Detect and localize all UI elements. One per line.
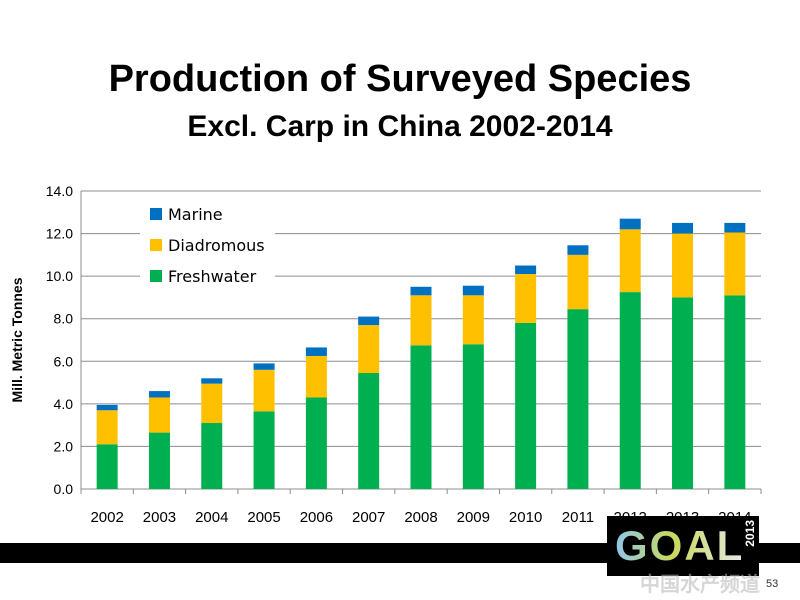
y-tick-label: 0.0 (54, 481, 74, 497)
bar-diadromous-2011 (567, 254, 589, 310)
bar-freshwater-2003 (148, 432, 170, 489)
bar-diadromous-2005 (253, 369, 275, 412)
bar-freshwater-2010 (515, 322, 537, 489)
bar-marine-2011 (567, 245, 589, 255)
bar-diadromous-2014 (724, 232, 746, 296)
bar-marine-2004 (201, 378, 223, 384)
x-tick-label: 2011 (562, 509, 594, 526)
bar-marine-2002 (96, 404, 118, 411)
bar-freshwater-2008 (410, 345, 432, 489)
footer-bar (0, 543, 800, 563)
bar-marine-2012 (619, 218, 641, 230)
x-tick-label: 2006 (300, 509, 333, 526)
bar-freshwater-2005 (253, 411, 275, 489)
bar-diadromous-2004 (201, 383, 223, 424)
bar-diadromous-2009 (462, 295, 484, 345)
y-axis-label: Mill. Metric Tonnes (9, 277, 25, 402)
x-tick-label: 2009 (457, 509, 490, 526)
bar-freshwater-2009 (462, 344, 484, 489)
slide-title: Production of Surveyed Species (108, 58, 692, 100)
bar-marine-2013 (672, 222, 694, 234)
legend-swatch-diadromous (150, 239, 162, 251)
legend-background (140, 198, 275, 294)
slide-subtitle: Excl. Carp in China 2002-2014 (187, 110, 613, 143)
y-tick-label: 6.0 (54, 353, 74, 369)
bar-marine-2007 (358, 316, 380, 326)
bar-freshwater-2013 (672, 297, 694, 489)
bar-marine-2009 (462, 285, 484, 296)
y-tick-label: 14.0 (46, 183, 73, 199)
bar-marine-2003 (148, 391, 170, 398)
bar-diadromous-2006 (305, 355, 327, 398)
bar-marine-2008 (410, 286, 432, 296)
bar-diadromous-2013 (672, 233, 694, 298)
x-tick-label: 2007 (352, 509, 385, 526)
bar-freshwater-2011 (567, 309, 589, 489)
bar-marine-2014 (724, 222, 746, 233)
page-number: 53 (766, 578, 779, 590)
watermark: 中国水产频道 (640, 572, 760, 596)
goal-logo: GOAL 2013 (607, 516, 759, 576)
legend-label-marine: Marine (168, 205, 223, 224)
y-tick-label: 10.0 (46, 268, 73, 284)
bar-marine-2006 (305, 347, 327, 356)
bar-freshwater-2012 (619, 292, 641, 489)
legend-swatch-marine (150, 208, 162, 220)
bar-marine-2010 (515, 265, 537, 275)
x-tick-label: 2008 (404, 509, 437, 526)
bar-diadromous-2008 (410, 295, 432, 346)
y-tick-label: 8.0 (54, 311, 74, 327)
bar-freshwater-2004 (201, 423, 223, 489)
x-tick-label: 2002 (90, 509, 123, 526)
logo-text: GOAL (615, 522, 745, 569)
legend-label-diadromous: Diadromous (168, 236, 265, 255)
bar-freshwater-2006 (305, 397, 327, 489)
bar-freshwater-2002 (96, 444, 118, 489)
bar-diadromous-2012 (619, 229, 641, 293)
y-tick-label: 2.0 (54, 438, 74, 454)
bar-diadromous-2003 (148, 397, 170, 433)
x-tick-label: 2003 (143, 509, 176, 526)
bar-marine-2005 (253, 363, 275, 370)
x-tick-label: 2004 (195, 509, 228, 526)
logo-year: 2013 (743, 520, 757, 547)
y-tick-label: 4.0 (54, 396, 74, 412)
x-tick-label: 2010 (509, 509, 542, 526)
bar-freshwater-2014 (724, 295, 746, 489)
bar-freshwater-2007 (358, 372, 380, 489)
legend-label-freshwater: Freshwater (168, 267, 257, 286)
x-tick-label: 2005 (247, 509, 280, 526)
bar-diadromous-2002 (96, 410, 118, 445)
bar-diadromous-2007 (358, 325, 380, 373)
bar-diadromous-2010 (515, 274, 537, 323)
legend-swatch-freshwater (150, 270, 162, 282)
y-tick-label: 12.0 (46, 226, 73, 242)
